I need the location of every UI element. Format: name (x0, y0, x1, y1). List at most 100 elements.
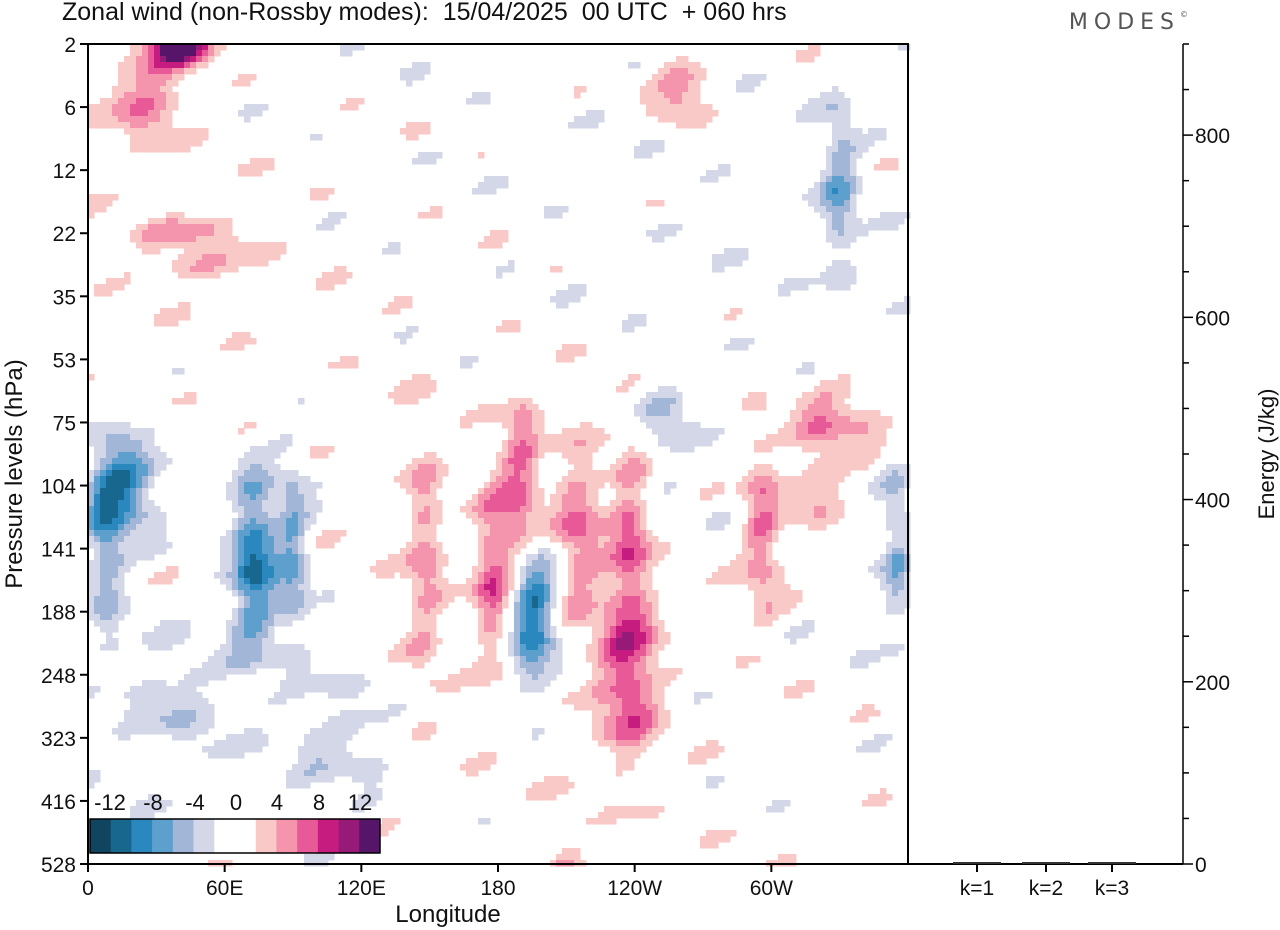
heat-cell (616, 614, 623, 621)
heat-cell (190, 68, 197, 75)
heat-cell (232, 560, 239, 567)
heat-cell (712, 776, 719, 783)
heat-cell (898, 644, 905, 651)
heat-cell (280, 482, 287, 489)
heat-cell (562, 206, 569, 213)
heat-cell (490, 602, 497, 609)
heat-cell (622, 686, 629, 693)
heat-cell (412, 494, 419, 501)
heat-cell (274, 512, 281, 519)
heat-cell (418, 614, 425, 621)
heat-cell (466, 578, 473, 585)
heat-cell (184, 272, 191, 279)
heat-cell (616, 728, 623, 735)
heat-cell (700, 440, 707, 447)
heat-cell (862, 434, 869, 441)
heat-cell (706, 746, 713, 753)
heat-cell (880, 416, 887, 423)
heat-cell (100, 518, 107, 525)
heat-cell (406, 638, 413, 645)
heat-cell (844, 122, 851, 129)
heat-cell (106, 452, 113, 459)
heat-cell (154, 800, 161, 807)
heat-cell (202, 722, 209, 729)
heat-cell (136, 692, 143, 699)
heat-cell (586, 536, 593, 543)
heat-cell (778, 584, 785, 591)
y-tick-label: 75 (53, 412, 76, 435)
heat-cell (142, 494, 149, 501)
heat-cell (202, 746, 209, 753)
heat-cell (142, 92, 149, 99)
heat-cell (172, 368, 179, 375)
heat-cell (352, 674, 359, 681)
heat-cell (154, 506, 161, 513)
heat-cell (160, 320, 167, 327)
heat-cell (766, 548, 773, 555)
heat-cell (628, 608, 635, 615)
heat-cell (766, 806, 773, 813)
heat-cell (886, 506, 893, 513)
heat-cell (178, 134, 185, 141)
heat-cell (868, 224, 875, 231)
heat-cell (826, 458, 833, 465)
heat-cell (844, 170, 851, 177)
heat-cell (304, 596, 311, 603)
heat-cell (478, 182, 485, 189)
heat-cell (622, 644, 629, 651)
heat-cell (316, 134, 323, 141)
heat-cell (658, 74, 665, 81)
heat-cell (514, 446, 521, 453)
heat-cell (646, 674, 653, 681)
heat-cell (448, 674, 455, 681)
heat-cell (112, 608, 119, 615)
heat-cell (610, 500, 617, 507)
heat-cell (496, 620, 503, 627)
heat-cell (418, 74, 425, 81)
heat-cell (784, 632, 791, 639)
heat-cell (328, 716, 335, 723)
heat-cell (814, 392, 821, 399)
heat-cell (604, 518, 611, 525)
heat-cell (388, 704, 395, 711)
heat-cell (436, 500, 443, 507)
heat-cell (232, 572, 239, 579)
heat-cell (328, 722, 335, 729)
heat-cell (406, 398, 413, 405)
heat-cell (490, 470, 497, 477)
heat-cell (160, 524, 167, 531)
heat-cell (676, 416, 683, 423)
heat-cell (118, 104, 125, 111)
heat-cell (478, 680, 485, 687)
heat-cell (526, 446, 533, 453)
heat-cell (502, 176, 509, 183)
heat-cell (394, 392, 401, 399)
heat-cell (292, 590, 299, 597)
heat-cell (418, 380, 425, 387)
heat-cell (178, 242, 185, 249)
heat-cell (814, 116, 821, 123)
heat-cell (274, 248, 281, 255)
heat-cell (760, 404, 767, 411)
heat-cell (160, 134, 167, 141)
heat-cell (586, 524, 593, 531)
heat-cell (472, 188, 479, 195)
heat-cell (286, 668, 293, 675)
heat-cell (604, 608, 611, 615)
heat-cell (400, 332, 407, 339)
heat-cell (754, 512, 761, 519)
heat-cell (748, 518, 755, 525)
heat-cell (94, 110, 101, 117)
heat-cell (532, 644, 539, 651)
heat-cell (430, 470, 437, 477)
heat-cell (118, 488, 125, 495)
heat-cell (898, 584, 905, 591)
heat-cell (418, 596, 425, 603)
heat-cell (250, 452, 257, 459)
heat-cell (574, 464, 581, 471)
heat-cell (568, 620, 575, 627)
heat-cell (256, 614, 263, 621)
heat-cell (274, 614, 281, 621)
heat-cell (808, 56, 815, 63)
heat-cell (808, 362, 815, 369)
